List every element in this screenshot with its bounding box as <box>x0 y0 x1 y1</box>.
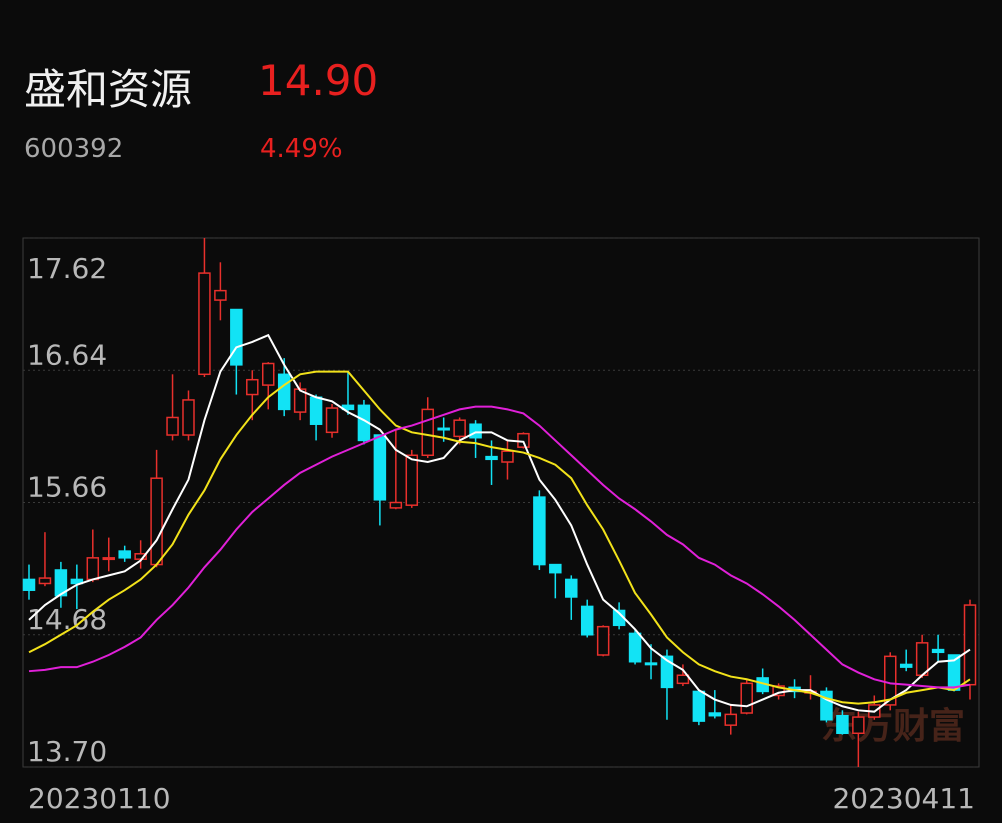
candle-body <box>230 308 243 366</box>
candle-body <box>660 655 674 689</box>
candle-body <box>708 712 722 717</box>
candle-body <box>469 423 482 439</box>
candle-body <box>309 396 323 425</box>
candle-body <box>644 662 658 666</box>
candle-body <box>182 399 195 436</box>
candle-body <box>740 682 753 714</box>
stock-change: 4.49% <box>260 134 343 164</box>
candle-body <box>54 569 68 597</box>
candle-body <box>580 605 594 636</box>
candle-body <box>628 632 642 663</box>
candle-body <box>389 501 403 509</box>
plot-frame <box>22 237 980 768</box>
candle-body <box>899 663 913 668</box>
candle-body <box>261 362 275 386</box>
candle-body <box>517 432 530 448</box>
candle-body <box>931 648 945 654</box>
candle-body <box>533 496 546 566</box>
x-tick-label: 20230411 <box>832 782 975 815</box>
candle-body <box>118 550 131 559</box>
candle-body <box>501 450 514 463</box>
candle-body <box>22 578 36 591</box>
candle-body <box>772 685 785 697</box>
candle-body <box>102 557 115 561</box>
candle-body <box>150 477 163 566</box>
candle-body <box>405 454 419 506</box>
candle-body <box>166 416 179 436</box>
candle-body <box>246 378 259 396</box>
candle-body <box>70 578 84 585</box>
candle-body <box>86 557 100 581</box>
stock-code: 600392 <box>24 134 124 164</box>
candle-body <box>485 455 498 461</box>
candle-body <box>676 674 690 685</box>
candle-body <box>453 419 466 438</box>
stock-name: 盛和资源 <box>24 65 193 114</box>
moving-average-line <box>28 370 971 705</box>
candle-body <box>277 373 291 411</box>
y-tick-label: 13.70 <box>27 735 107 768</box>
candle-body <box>820 690 833 721</box>
candle-body <box>915 642 929 676</box>
candle-body <box>38 577 52 585</box>
y-tick-label: 17.62 <box>27 252 107 285</box>
candle-body <box>325 407 339 434</box>
candle-body <box>884 655 897 706</box>
candle-body <box>596 625 610 656</box>
candle-body <box>963 604 977 686</box>
candle-body <box>724 713 738 726</box>
stock-price: 14.90 <box>258 56 379 105</box>
y-tick-label: 15.66 <box>27 471 107 504</box>
candle-body <box>836 714 849 735</box>
candle-body <box>549 563 562 574</box>
candle-body <box>421 408 434 457</box>
candle-body <box>692 690 706 722</box>
candle-body <box>198 272 211 376</box>
moving-average-line <box>28 333 971 713</box>
x-tick-label: 20230110 <box>28 782 171 815</box>
y-tick-label: 16.64 <box>27 338 107 371</box>
moving-average-line <box>28 405 971 689</box>
candle-body <box>214 289 227 301</box>
candle-body <box>565 578 578 598</box>
candle-body <box>852 716 865 735</box>
candle-body <box>373 434 387 501</box>
candle-body <box>437 427 450 431</box>
